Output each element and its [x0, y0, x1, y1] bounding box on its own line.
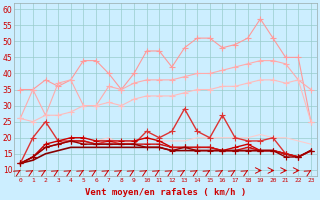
X-axis label: Vent moyen/en rafales ( km/h ): Vent moyen/en rafales ( km/h )	[85, 188, 246, 197]
